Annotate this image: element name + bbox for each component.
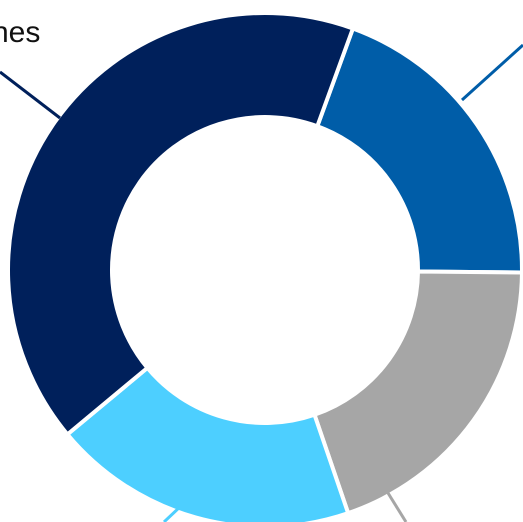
leader-line-bottom-center (162, 503, 184, 522)
donut-slice-4 (6, 11, 355, 437)
leader-line-top-left (0, 70, 61, 120)
donut-slice-3 (65, 365, 351, 522)
leader-line-top-right (460, 43, 523, 102)
donut-slice-1 (315, 26, 523, 275)
donut-slices (6, 11, 523, 522)
leader-lines (0, 43, 523, 522)
donut-slice-2 (312, 269, 523, 516)
slice-label-top-left: nes (0, 16, 40, 49)
leader-line-bottom-right (386, 492, 408, 522)
